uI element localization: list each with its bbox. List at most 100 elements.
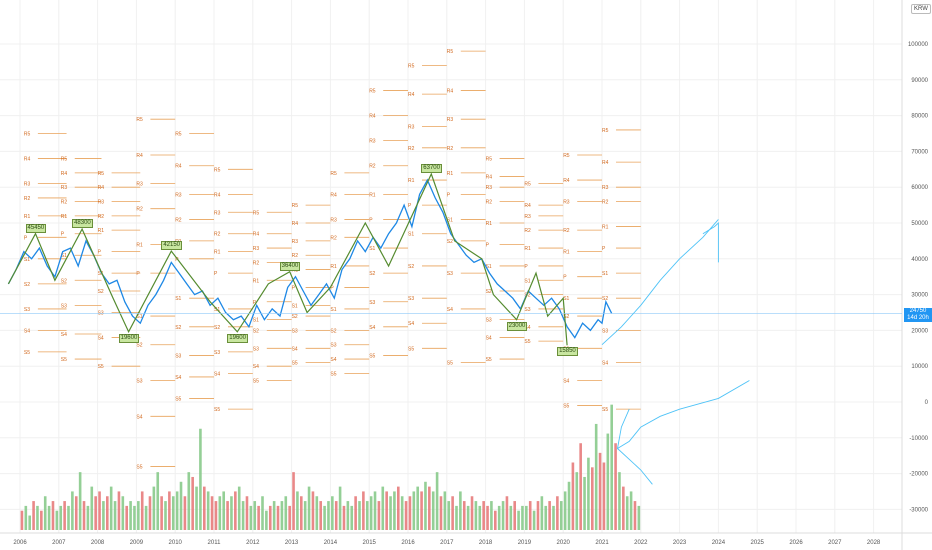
volume-bar [610,404,613,530]
pivot-label: R1 [214,250,221,256]
currency-label[interactable]: KRW [911,4,931,14]
volume-bar [257,505,260,530]
volume-bar [59,505,63,530]
swing-value-badge: 19600 [227,333,248,343]
pivot-label: S3 [369,300,375,306]
volume-bar [385,491,388,530]
trend-drawing [702,221,719,263]
last-price-tag: 24750 14d 20h [904,308,932,322]
pivot-label: R3 [98,200,105,206]
volume-bar [171,496,175,530]
volume-bar [71,491,74,530]
pivot-label: R3 [369,139,376,145]
pivot-label: P [563,275,567,281]
pivot-label: R5 [524,182,531,188]
pivot-label: R1 [524,246,531,252]
x-tick-label: 2028 [867,540,881,546]
volume-bar [40,510,43,530]
x-tick-label: 2016 [401,540,415,546]
pivot-label: R3 [175,192,182,198]
pivot-label: P [447,192,451,198]
volume-bar [78,472,82,530]
volume-bar [397,486,400,530]
volume-bar [412,491,416,530]
y-tick-label: 100000 [908,42,929,48]
pivot-label: S4 [447,307,453,313]
y-tick-label: 20000 [911,328,928,334]
x-tick-label: 2018 [479,540,493,546]
x-tick-label: 2020 [557,540,571,546]
volume-bar [338,486,342,530]
pivot-label: R5 [61,157,68,163]
volume-bar [482,501,485,530]
swing-value-badge: 45450 [25,223,47,233]
x-tick-label: 2025 [751,540,765,546]
volume-bar [587,457,590,530]
volume-bar [28,515,31,530]
pivot-label: S2 [369,271,375,277]
volume-bar [342,505,346,530]
pivot-label: R3 [292,239,299,245]
pivot-label: R3 [61,185,68,191]
volume-bar [497,505,501,530]
x-tick-label: 2007 [52,540,66,546]
pivot-label: R5 [253,210,260,216]
pivot-label: R4 [369,114,376,120]
pivot-label: S2 [330,328,336,334]
volume-bar [133,505,136,530]
pivot-label: R1 [486,221,493,227]
pivot-label: S3 [292,328,298,334]
pivot-label: P [602,246,606,252]
pivot-label: R2 [563,228,570,234]
pivot-label: S1 [602,271,608,277]
volume-bar [191,476,194,530]
volume-bar [532,510,536,530]
volume-bar [55,510,59,530]
pivot-label: R2 [447,146,454,152]
pivot-label: S2 [214,325,220,331]
volume-bar [129,501,132,530]
volume-bar [575,472,579,530]
pivot-label: S3 [602,328,608,334]
pivot-label: R2 [24,196,31,202]
volume-bar [265,510,268,530]
volume-bar [431,491,435,530]
pivot-label: S5 [61,357,67,363]
pivot-label: R2 [369,164,376,170]
volume-bar [94,496,97,530]
pivot-label: P [253,300,257,306]
volume-bar [261,496,264,530]
volume-bar [540,496,544,530]
volume-bar [36,505,39,530]
volume-bar [455,505,458,530]
pivot-label: S4 [175,375,181,381]
pivot-label: R3 [253,246,260,252]
pivot-label: R3 [330,217,337,223]
pivot-label: R2 [214,232,221,238]
pivot-label: R2 [524,228,531,234]
volume-bar [536,501,540,530]
pivot-label: R5 [214,167,221,173]
volume-bar [300,496,303,530]
pivot-label: R2 [98,214,105,220]
pivot-label: S4 [136,414,142,420]
pivot-label: R4 [292,221,299,227]
pivot-label: S5 [214,407,220,413]
pivot-label: S2 [98,289,104,295]
pivot-label: S4 [253,364,259,370]
volume-bar [51,501,55,530]
volume-bar [253,501,257,530]
volume-bar [268,505,272,530]
pivot-label: S3 [253,346,259,352]
volume-bar [214,501,218,530]
x-tick-label: 2026 [789,540,803,546]
volume-bar [618,472,621,530]
pivot-label: R5 [447,49,454,55]
swing-value-badge: 23000 [506,321,528,331]
pivot-label: S5 [253,379,259,385]
pivot-label: P [330,285,334,291]
volume-bar [625,496,629,530]
volume-bar [567,481,571,530]
